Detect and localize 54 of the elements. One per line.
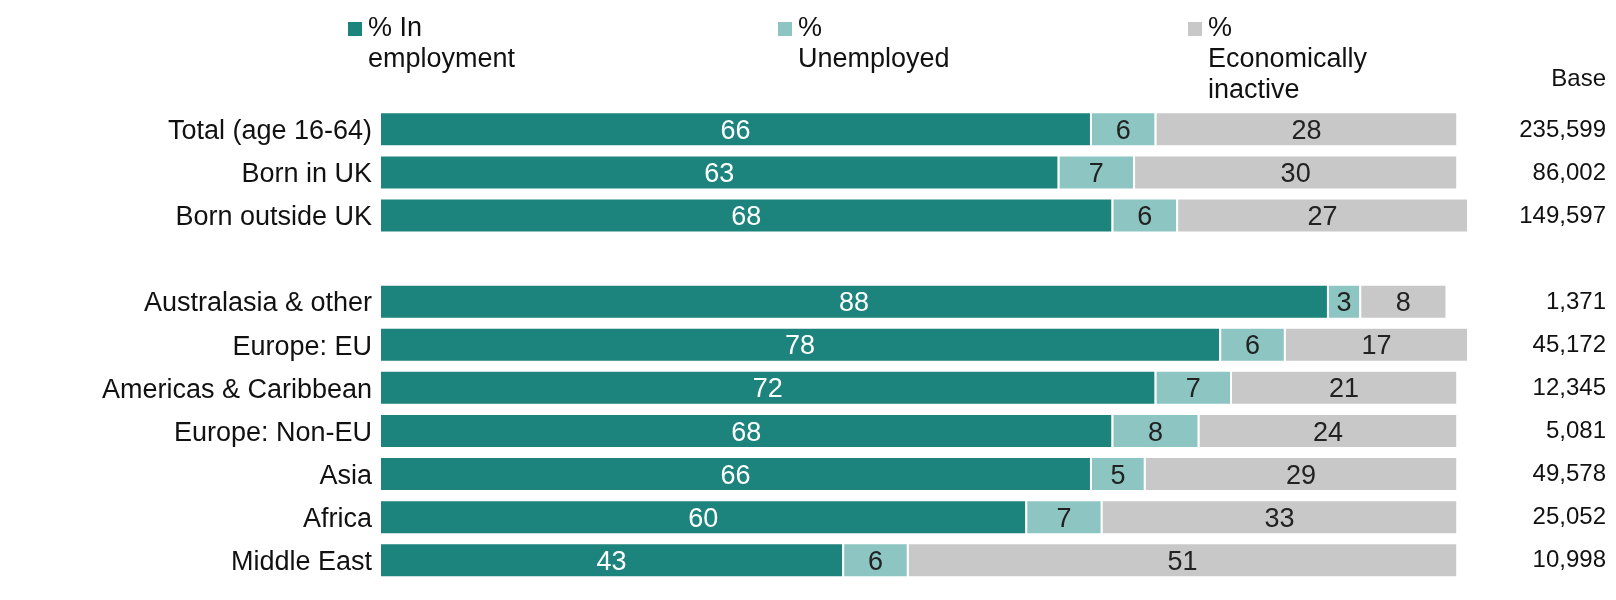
data-label: 27 (1307, 201, 1338, 232)
data-label: 7 (1185, 373, 1201, 404)
data-label: 24 (1312, 416, 1343, 447)
data-label: 68 (731, 201, 762, 232)
data-label: 29 (1286, 459, 1317, 490)
y-tick-label: Born in UK (241, 158, 372, 189)
data-label: 7 (1056, 502, 1072, 533)
y-tick-label: Africa (302, 502, 373, 533)
text: 25,052 (1532, 502, 1606, 531)
data-label: 6 (1115, 114, 1131, 145)
text: 49,578 (1532, 459, 1606, 488)
text: 45,172 (1532, 330, 1606, 358)
text: 5,081 (1545, 416, 1606, 445)
data-label: 6 (1137, 201, 1153, 232)
data-label: 3 (1336, 287, 1352, 318)
text: Base (1551, 64, 1606, 92)
data-label: 60 (688, 502, 719, 533)
data-label: 5 (1110, 459, 1126, 490)
text: 12,345 (1532, 373, 1606, 402)
data-label: 66 (720, 114, 751, 145)
data-label: 72 (752, 373, 783, 404)
y-tick-label: Middle East (230, 546, 373, 577)
text: 1,371 (1545, 286, 1606, 315)
text: 235,599 (1519, 114, 1606, 143)
data-label: 6 (1245, 330, 1261, 361)
text: 86,002 (1532, 157, 1606, 186)
data-label: 21 (1329, 373, 1360, 404)
y-tick-label: Born outside UK (175, 201, 372, 232)
y-tick-label: Asia (319, 459, 373, 490)
y-tick-label: Americas & Caribbean (101, 373, 372, 404)
y-tick-label: Australasia & other (143, 287, 372, 318)
text: 149,597 (1519, 200, 1606, 229)
data-label: 30 (1280, 157, 1311, 188)
data-label: 78 (785, 330, 816, 361)
data-label: 43 (596, 545, 627, 576)
data-label: 33 (1264, 502, 1295, 533)
data-label: 63 (704, 157, 735, 188)
data-label: 28 (1291, 114, 1322, 145)
legend-label: % Unemployed (798, 12, 950, 74)
data-label: 8 (1148, 416, 1164, 447)
series-label: % In employment (368, 12, 517, 74)
data-label: 7 (1088, 157, 1104, 188)
data-label: 88 (838, 287, 869, 318)
data-label: 66 (720, 459, 751, 490)
data-label: 51 (1167, 545, 1198, 576)
data-label: 68 (731, 416, 762, 447)
y-tick-label: Europe: EU (232, 330, 372, 361)
data-label: 6 (868, 545, 884, 576)
data-label: 17 (1361, 330, 1392, 361)
y-tick-label: Europe: Non-EU (173, 416, 372, 447)
legend-label: % Economically inactive (1208, 12, 1369, 105)
text: 10,998 (1532, 545, 1606, 574)
data-label: 8 (1395, 287, 1411, 318)
y-tick-label: Total (age 16-64) (167, 115, 372, 146)
